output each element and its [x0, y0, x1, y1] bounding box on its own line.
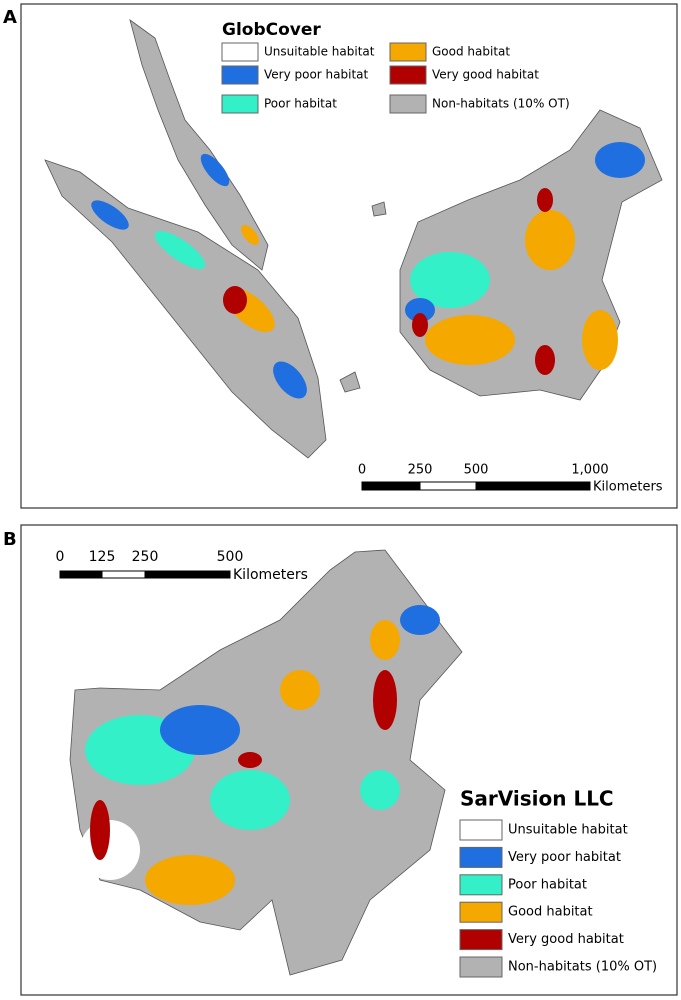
scale-segment: [144, 570, 231, 579]
scale-segment: [475, 481, 591, 491]
legend-swatch: [459, 846, 503, 868]
scale-label: 500: [464, 463, 489, 478]
panel-frame: [20, 524, 678, 996]
habitat-patch: [160, 705, 240, 755]
map-b: [69, 549, 463, 976]
scale-unit: Kilometers: [593, 480, 663, 495]
legend-label: Unsuitable habitat: [264, 45, 375, 59]
legend-swatch: [221, 42, 259, 62]
legend-label: Poor habitat: [264, 97, 337, 111]
legend-label: Good habitat: [432, 45, 510, 59]
peninsula: [129, 19, 269, 271]
habitat-patch: [410, 252, 490, 308]
panel-label: B: [3, 529, 17, 550]
legend-label: Non-habitats (10% OT): [508, 960, 657, 975]
legend-label: Poor habitat: [508, 877, 587, 892]
habitat-patch: [425, 315, 515, 365]
legend-swatch: [389, 42, 427, 62]
legend-swatch: [389, 65, 427, 85]
scale-label: 0: [56, 549, 65, 565]
legend-swatch: [221, 94, 259, 114]
habitat-patch: [360, 770, 400, 810]
panel-frame: [20, 3, 678, 509]
legend-label: Non-habitats (10% OT): [432, 97, 570, 111]
scale-label: 125: [89, 549, 116, 565]
legend-swatch: [459, 874, 503, 896]
scale-segment: [419, 481, 477, 491]
panel-title: SarVision LLC: [460, 787, 614, 811]
habitat-patch: [154, 230, 206, 270]
scale-label: 1,000: [571, 463, 608, 478]
scale-unit: Kilometers: [233, 567, 308, 583]
habitat-patch: [80, 820, 140, 880]
habitat-patch: [200, 153, 230, 187]
legend-label: Very poor habitat: [264, 68, 369, 82]
habitat-patch: [241, 225, 259, 245]
habitat-patch: [273, 361, 307, 399]
legend-label: Very poor habitat: [508, 850, 621, 865]
scale-label: 500: [217, 549, 244, 565]
habitat-patch: [238, 752, 262, 768]
habitat-patch: [90, 800, 110, 860]
scale-label: 250: [132, 549, 159, 565]
habitat-patch: [537, 188, 553, 212]
habitat-patch: [405, 298, 435, 322]
legend-swatch: [459, 956, 503, 978]
panel-label: A: [3, 7, 17, 28]
legend-swatch: [389, 94, 427, 114]
habitat-patch: [145, 855, 235, 905]
habitat-patch: [582, 310, 618, 370]
map-a: [44, 19, 663, 459]
legend-swatch: [459, 901, 503, 923]
legend-label: Very good habitat: [508, 932, 624, 947]
island: [339, 371, 361, 393]
habitat-patch: [210, 770, 290, 830]
habitat-patch: [91, 200, 129, 230]
scale-segment: [59, 570, 103, 579]
habitat-patch: [370, 620, 400, 660]
island: [371, 201, 387, 217]
legend-swatch: [459, 819, 503, 841]
legend-swatch: [459, 929, 503, 951]
panel-title: GlobCover: [222, 20, 321, 40]
scale-label: 0: [358, 463, 366, 478]
legend-label: Very good habitat: [432, 68, 539, 82]
habitat-patch: [525, 210, 575, 270]
legend-swatch: [221, 65, 259, 85]
scale-segment: [101, 570, 146, 579]
habitat-patch: [280, 670, 320, 710]
habitat-patch: [412, 313, 428, 337]
habitat-patch: [373, 670, 397, 730]
sumatra: [44, 159, 327, 459]
legend-label: Unsuitable habitat: [508, 823, 628, 838]
habitat-patch: [595, 142, 645, 178]
habitat-patch: [223, 286, 247, 314]
habitat-patch: [400, 605, 440, 635]
scale-segment: [361, 481, 421, 491]
legend-label: Good habitat: [508, 905, 593, 920]
habitat-patch: [535, 345, 555, 375]
scale-label: 250: [408, 463, 433, 478]
